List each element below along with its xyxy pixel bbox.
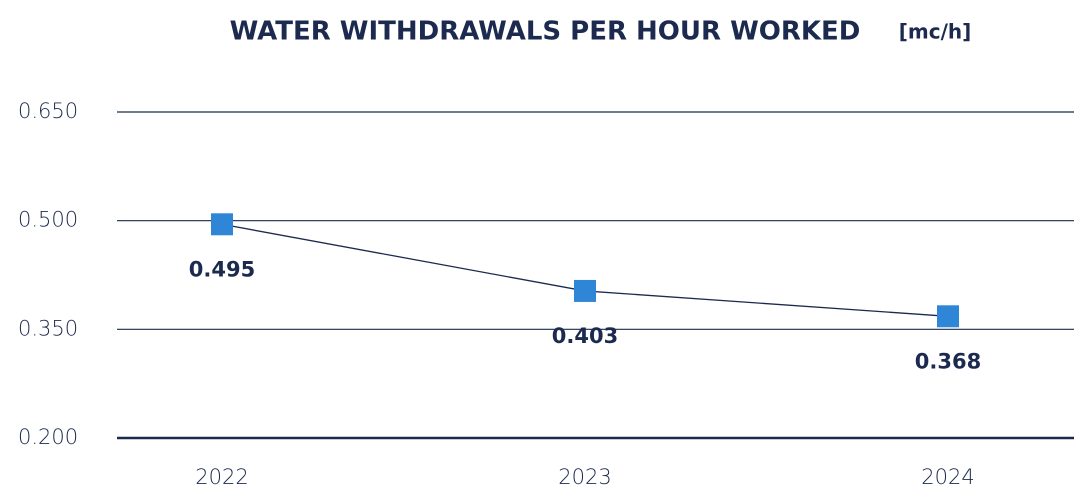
value-label: 0.368 — [915, 349, 981, 373]
x-tick-label: 2022 — [195, 465, 248, 489]
point — [937, 305, 959, 328]
x-tick-label: 2023 — [558, 465, 611, 489]
y-tick-label: 0.650 — [18, 99, 78, 123]
line — [221, 223, 949, 317]
x-tick-label: 2024 — [921, 465, 974, 489]
value-label: 0.403 — [552, 324, 618, 348]
y-tick-label: 0.500 — [18, 208, 78, 232]
point — [574, 279, 596, 302]
point — [211, 213, 233, 236]
chart-unit: [mc/h] — [899, 20, 972, 44]
y-tick-label: 0.200 — [18, 425, 78, 449]
chart-title: WATER WITHDRAWALS PER HOUR WORKED — [230, 17, 861, 47]
value-label: 0.495 — [189, 257, 255, 281]
y-tick-label: 0.350 — [18, 316, 78, 340]
